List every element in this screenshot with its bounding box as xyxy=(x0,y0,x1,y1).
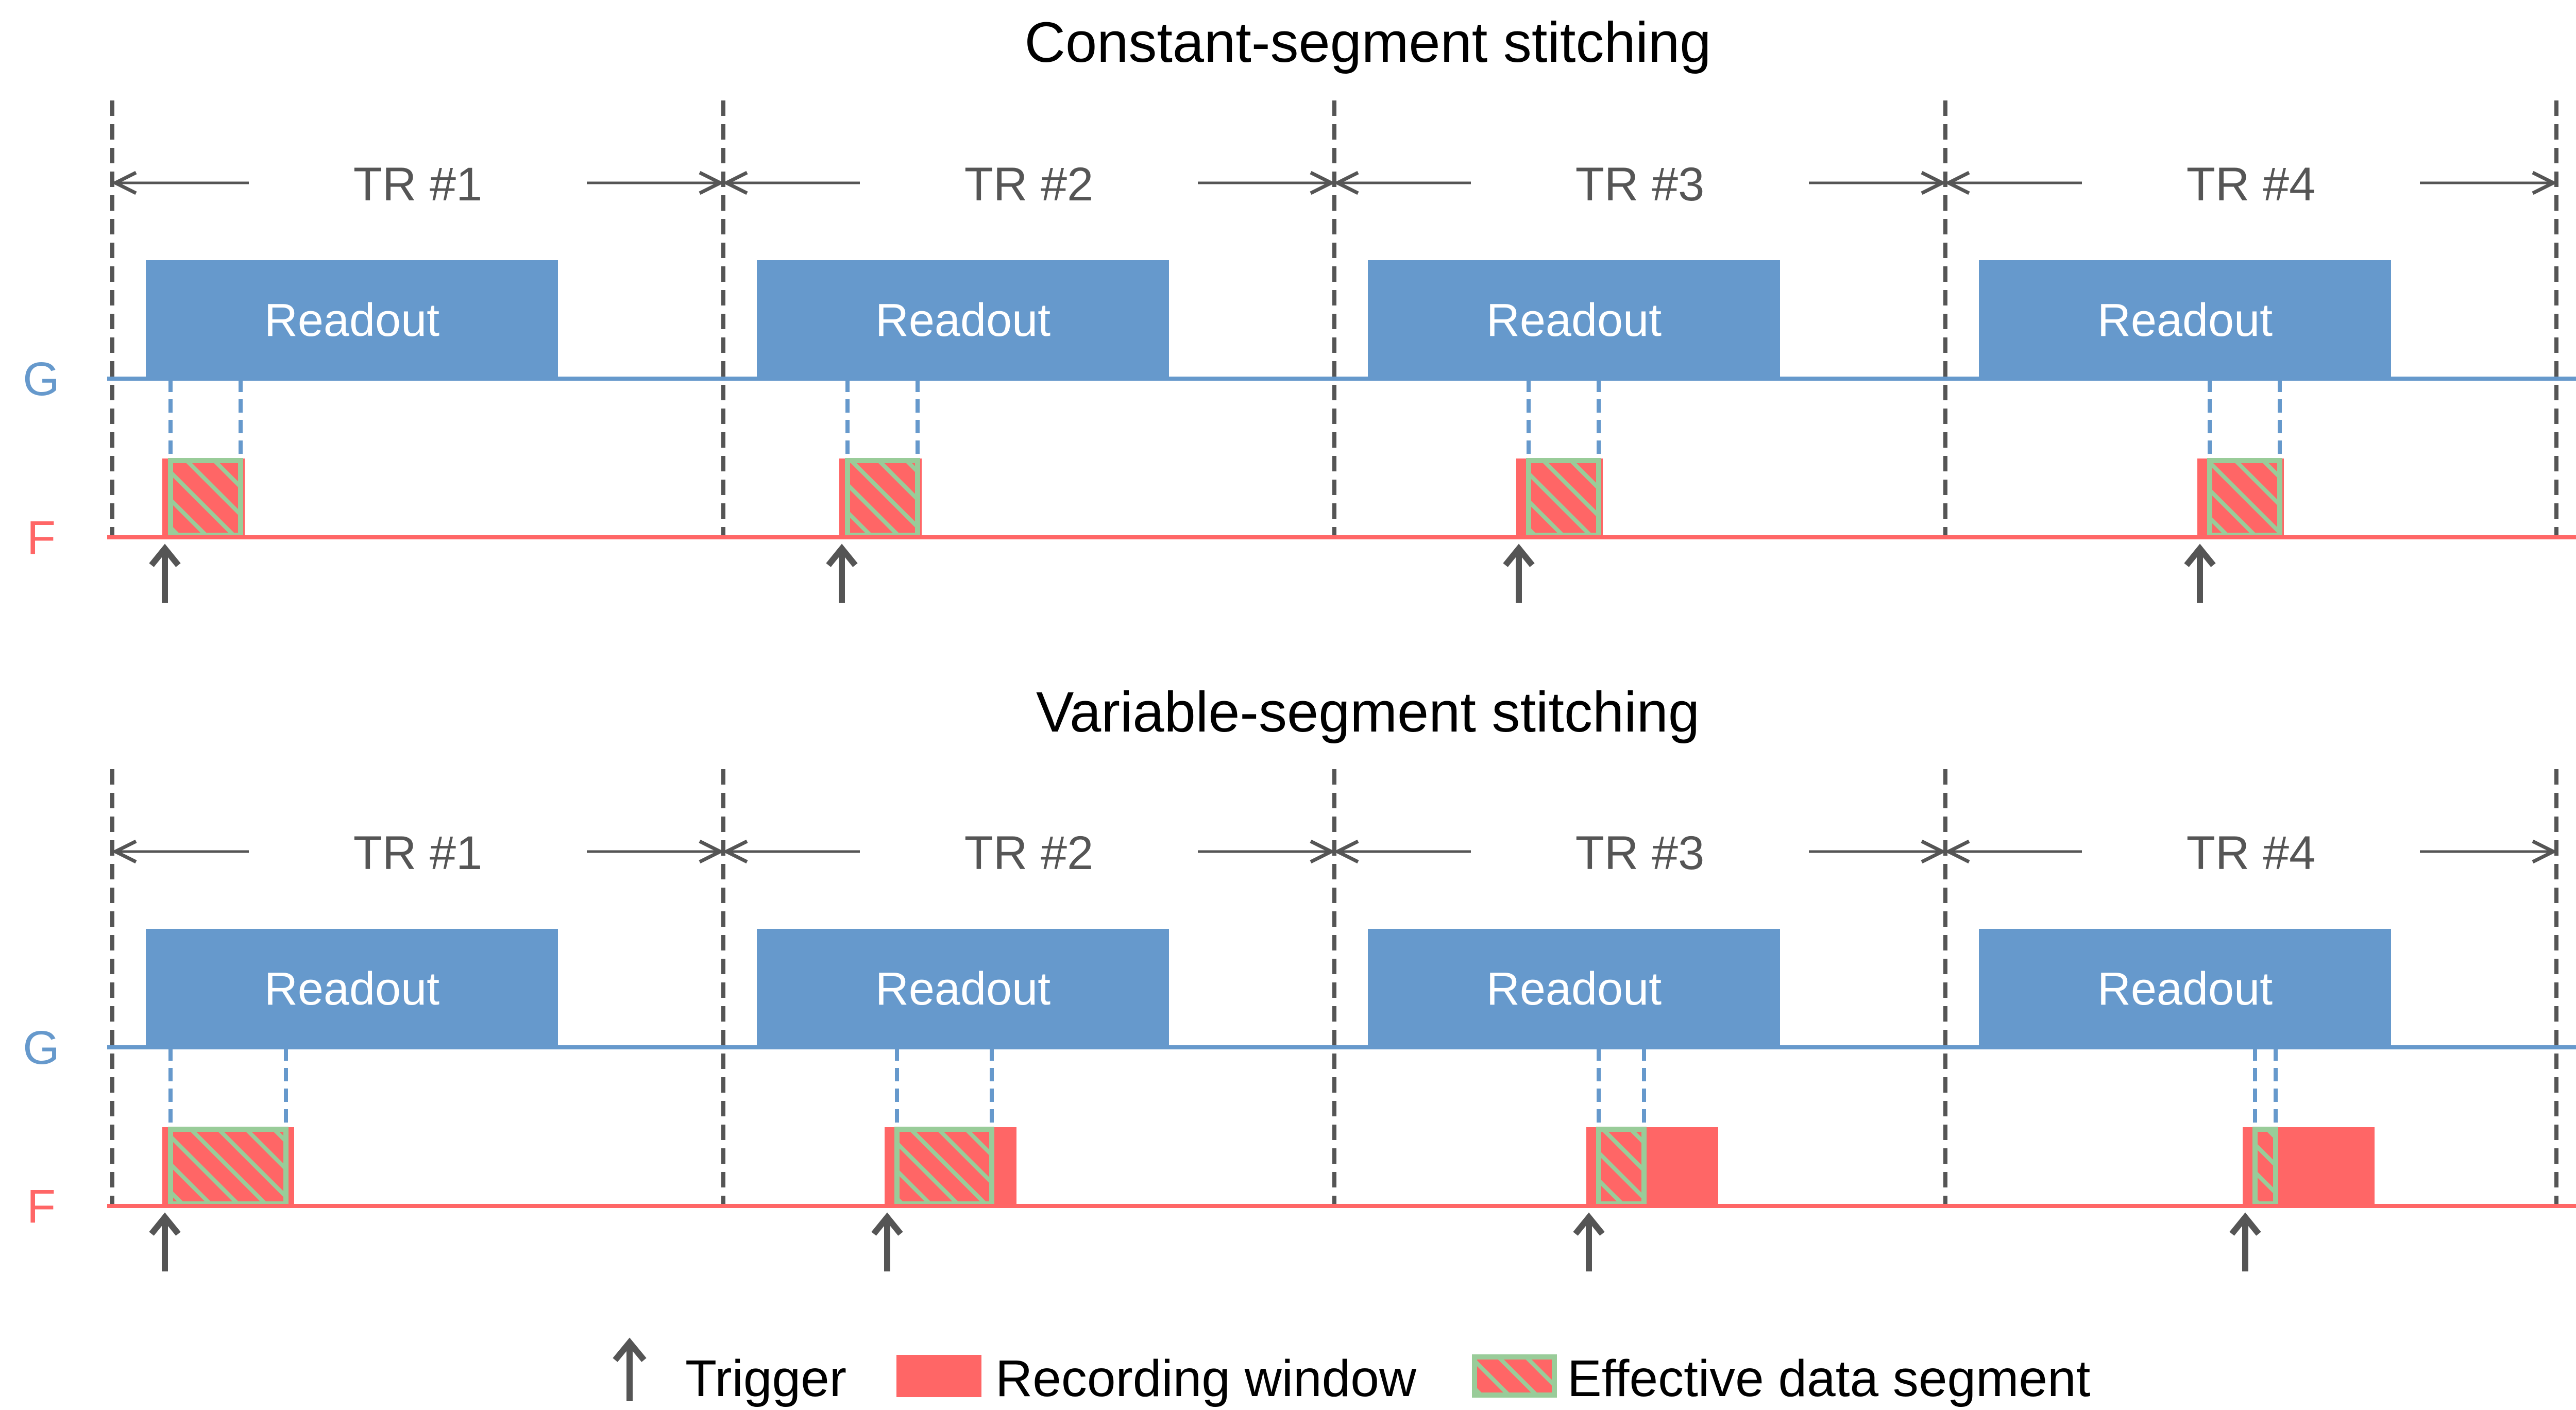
readout-block xyxy=(146,260,558,379)
tr-label: TR #1 xyxy=(353,158,483,211)
readout-block xyxy=(1368,260,1780,379)
panel-title: Variable-segment stitching xyxy=(1036,681,1700,744)
readout-block xyxy=(757,929,1169,1047)
trigger-arrowhead-icon xyxy=(1573,1212,1605,1236)
effective-segment xyxy=(1596,1127,1647,1207)
recording-swatch xyxy=(896,1355,981,1397)
effective-swatch xyxy=(1472,1354,1557,1398)
row-label-f: F xyxy=(27,512,56,564)
row-label-g: G xyxy=(23,353,60,405)
panel-constant: Constant-segment stitching TR #1 Readout T… xyxy=(23,11,2576,603)
trigger-arrowhead-icon xyxy=(149,543,181,567)
effective-segment xyxy=(2252,1127,2278,1207)
legend-effective: Effective data segment xyxy=(1472,1350,2091,1407)
readout-label: Readout xyxy=(2097,295,2273,346)
tr-label: TR #2 xyxy=(964,827,1094,879)
panel-title: Constant-segment stitching xyxy=(1025,11,1711,74)
readout-block xyxy=(1979,260,2391,379)
trigger-arrowhead-icon xyxy=(1503,543,1535,567)
effective-segment xyxy=(894,1127,994,1207)
effective-segment xyxy=(1526,458,1601,538)
effective-segment xyxy=(168,458,243,538)
readout-label: Readout xyxy=(875,295,1050,346)
panel-variable: Variable-segment stitching TR #1 Readout T… xyxy=(23,681,2576,1271)
readout-label: Readout xyxy=(264,295,439,346)
trigger-arrowhead-icon xyxy=(149,1212,181,1236)
tr-label: TR #4 xyxy=(2187,158,2316,211)
tr-label: TR #3 xyxy=(1575,158,1705,211)
readout-block xyxy=(146,929,558,1047)
trigger-arrowhead-icon xyxy=(2229,1212,2261,1236)
legend-trigger-label: Trigger xyxy=(685,1350,846,1407)
tr-label: TR #4 xyxy=(2187,827,2316,879)
row-label-g: G xyxy=(23,1022,60,1074)
trigger-arrowhead-icon xyxy=(613,1337,647,1362)
trigger-arrowhead-icon xyxy=(826,543,858,567)
legend-trigger: Trigger xyxy=(613,1337,846,1407)
legend: Trigger Recording window Effective data … xyxy=(613,1337,2091,1407)
readout-block xyxy=(757,260,1169,379)
effective-segment xyxy=(845,458,920,538)
legend-recording-label: Recording window xyxy=(995,1350,1417,1407)
legend-effective-label: Effective data segment xyxy=(1567,1350,2091,1407)
tr-label: TR #2 xyxy=(964,158,1094,211)
readout-label: Readout xyxy=(875,963,1050,1015)
readout-label: Readout xyxy=(264,963,439,1015)
readout-label: Readout xyxy=(1486,963,1662,1015)
tr-label: TR #1 xyxy=(353,827,483,879)
legend-recording: Recording window xyxy=(896,1350,1417,1407)
tr-label: TR #3 xyxy=(1575,827,1705,879)
readout-label: Readout xyxy=(2097,963,2273,1015)
trigger-arrowhead-icon xyxy=(871,1212,903,1236)
effective-segment xyxy=(2207,458,2282,538)
readout-label: Readout xyxy=(1486,295,1662,346)
trigger-arrowhead-icon xyxy=(2184,543,2216,567)
readout-block xyxy=(1979,929,2391,1047)
row-label-f: F xyxy=(27,1180,56,1233)
effective-segment xyxy=(168,1127,289,1207)
readout-block xyxy=(1368,929,1780,1047)
